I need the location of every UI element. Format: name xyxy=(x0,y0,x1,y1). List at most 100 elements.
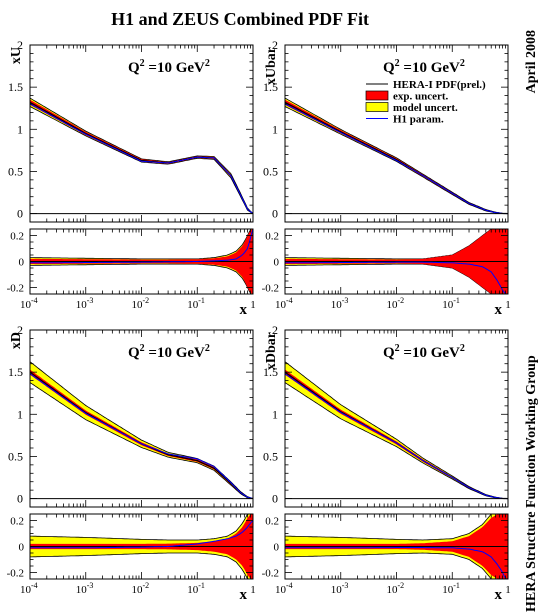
model-uncertainty-band xyxy=(285,361,508,500)
ratio-x-tick-label: 10-3 xyxy=(76,581,94,596)
x-axis-main-xUbar xyxy=(284,45,506,222)
ratio-y-axis-xUbar: -0.2 0 0.2 xyxy=(262,231,508,295)
ratio-x-tick-label: 10-1 xyxy=(442,296,460,311)
ratio-y-tick-label: 0 xyxy=(274,257,280,269)
ratio-y-tick-label: 0.2 xyxy=(10,516,24,528)
y-axis-xU: 0 0.5 1 1.5 2 xyxy=(8,38,253,221)
ratio-x-tick-label: 10-4 xyxy=(275,296,293,311)
ratio-x-tick-label: 10-4 xyxy=(275,581,293,596)
ratio-y-tick-label: 0 xyxy=(19,542,25,554)
ratio-x-tick-label: 10-4 xyxy=(20,296,38,311)
h1-param-line xyxy=(285,373,508,500)
y-axis-label: xD xyxy=(9,332,24,349)
ratio-x-axis-xU: 10-4 10-3 10-2 10-1 1 xyxy=(20,229,256,311)
ratio-y-tick-label: 0 xyxy=(19,257,25,269)
ratio-x-tick-label: 1 xyxy=(250,584,256,596)
ratio-x-tick-label: 1 xyxy=(505,299,511,311)
ratio-x-tick-label: 10-4 xyxy=(20,581,38,596)
ratio-x-tick-label: 1 xyxy=(250,299,256,311)
legend: HERA-I PDF(prel.)exp. uncert.model uncer… xyxy=(365,79,486,126)
ratio-h1-line xyxy=(285,547,508,579)
y-tick-label: 2 xyxy=(17,323,23,337)
q2-label: Q2 =10 GeV2 xyxy=(128,58,210,76)
y-tick-label: 0 xyxy=(272,492,278,506)
q2-label: Q2 =10 GeV2 xyxy=(383,58,465,76)
ratio-x-tick-label: 10-2 xyxy=(132,581,150,596)
h1-param-line xyxy=(30,103,253,214)
ratio-y-tick-label: 0 xyxy=(274,542,280,554)
ratio-y-tick-label: -0.2 xyxy=(262,283,279,295)
main-frame xyxy=(29,44,254,223)
ratio-x-tick-label: 10-2 xyxy=(132,296,150,311)
ratio-y-axis-xDbar: -0.2 0 0.2 xyxy=(262,516,508,580)
ratio-h1-line xyxy=(30,520,253,549)
ratio-y-tick-label: 0.2 xyxy=(265,516,279,528)
x-axis-label: x xyxy=(495,302,503,318)
ratio-x-tick-label: 10-3 xyxy=(331,581,349,596)
ratio-x-axis-xUbar: 10-4 10-3 10-2 10-1 1 xyxy=(275,229,511,311)
legend-item: exp. uncert. xyxy=(365,91,449,103)
y-axis-xDbar: 0 0.5 1 1.5 2 xyxy=(263,323,508,506)
ratio-x-tick-label: 10-3 xyxy=(331,296,349,311)
exp-uncertainty-band xyxy=(30,99,253,214)
main-plot-xDbar xyxy=(285,361,508,500)
y-axis-xD: 0 0.5 1 1.5 2 xyxy=(8,323,253,506)
legend-label: HERA-I PDF(prel.) xyxy=(393,79,486,91)
side-label-date: April 2008 xyxy=(524,30,539,93)
y-tick-label: 0 xyxy=(272,207,278,221)
y-tick-label: 0 xyxy=(17,207,23,221)
y-tick-label: 0.5 xyxy=(8,164,23,178)
ratio-x-tick-label: 10-1 xyxy=(187,296,205,311)
x-axis-main-xDbar xyxy=(284,330,506,507)
ratio-h1-line xyxy=(285,261,508,294)
ratio-y-tick-label: -0.2 xyxy=(262,568,279,580)
h1-param-line xyxy=(285,103,508,215)
x-axis-label: x xyxy=(240,587,248,603)
ratio-y-axis-xU: -0.2 0 0.2 xyxy=(7,231,253,295)
y-tick-label: 0 xyxy=(17,492,23,506)
ratio-x-tick-label: 10-2 xyxy=(387,581,405,596)
legend-label: model uncert. xyxy=(393,102,458,114)
y-tick-label: 1 xyxy=(17,122,23,136)
ratio-plot-xU xyxy=(30,229,253,294)
ratio-x-axis-xDbar: 10-4 10-3 10-2 10-1 1 xyxy=(275,514,511,596)
y-tick-label: 0.5 xyxy=(263,449,278,463)
side-label-group: HERA Structure Function Working Group xyxy=(524,355,539,612)
y-tick-label: 0.5 xyxy=(8,449,23,463)
q2-label: Q2 =10 GeV2 xyxy=(383,343,465,361)
ratio-x-tick-label: 10-2 xyxy=(387,296,405,311)
ratio-y-tick-label: 0.2 xyxy=(10,231,24,243)
x-axis-main-xD xyxy=(29,330,251,507)
y-tick-label: 1 xyxy=(272,122,278,136)
main-plot-xU xyxy=(30,97,253,215)
ratio-x-axis-xD: 10-4 10-3 10-2 10-1 1 xyxy=(20,514,256,596)
y-tick-label: 1.5 xyxy=(8,365,23,379)
main-frame xyxy=(29,329,254,508)
ratio-x-tick-label: 10-3 xyxy=(76,296,94,311)
y-axis-label: xUbar xyxy=(264,47,279,85)
legend-label: H1 param. xyxy=(393,114,444,126)
ratio-x-tick-label: 1 xyxy=(505,584,511,596)
x-axis-main-xU xyxy=(29,45,251,222)
y-tick-label: 1 xyxy=(17,407,23,421)
q2-label: Q2 =10 GeV2 xyxy=(128,343,210,361)
main-frame xyxy=(284,44,509,223)
y-tick-label: 1.5 xyxy=(263,80,278,94)
model-uncertainty-band xyxy=(30,361,253,499)
y-axis-label: xU xyxy=(9,47,24,64)
y-tick-label: 2 xyxy=(17,38,23,52)
legend-item: model uncert. xyxy=(365,102,458,114)
ratio-y-tick-label: -0.2 xyxy=(7,568,24,580)
legend-item: HERA-I PDF(prel.) xyxy=(366,79,486,91)
ratio-h1-line xyxy=(30,229,253,264)
model-uncertainty-band xyxy=(30,97,253,214)
ratio-plot-xDbar xyxy=(285,514,508,579)
y-tick-label: 2 xyxy=(272,323,278,337)
legend-item: H1 param. xyxy=(366,114,444,126)
y-axis-label: xDbar xyxy=(264,332,279,370)
main-plot-xD xyxy=(30,361,253,500)
